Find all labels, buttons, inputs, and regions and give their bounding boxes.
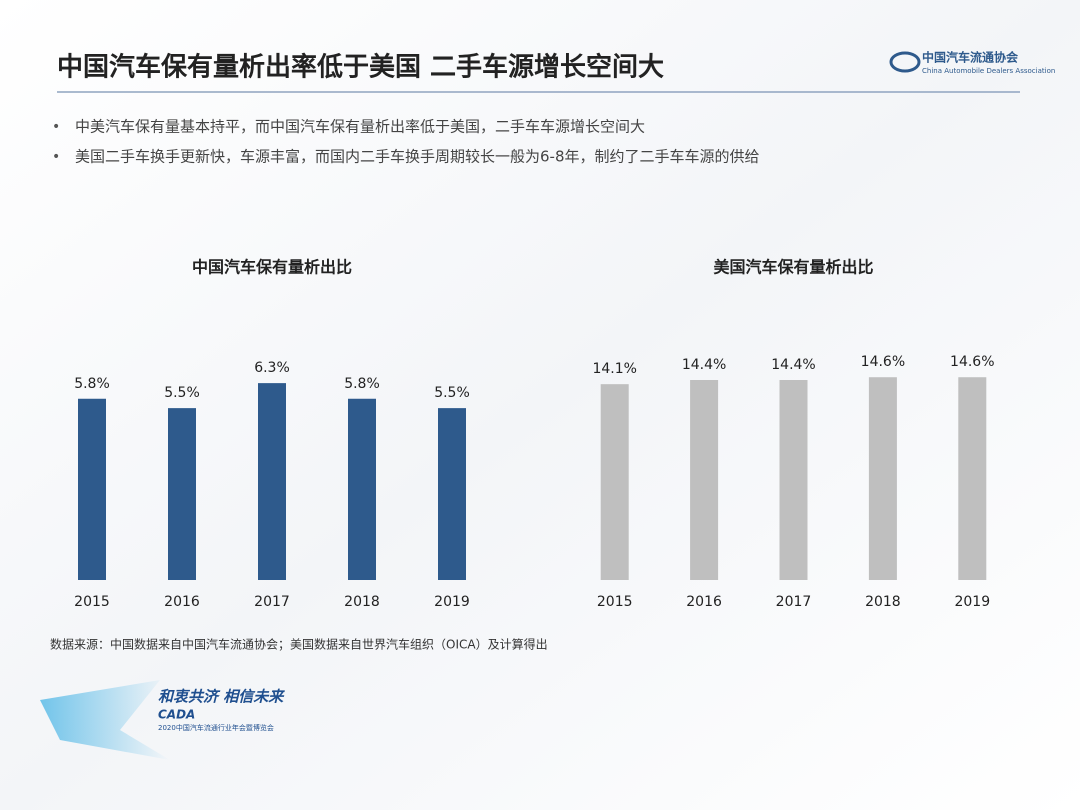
footer-decoration <box>40 680 170 760</box>
chart-title: 美国汽车保有量析出比 <box>713 258 873 277</box>
bar <box>78 398 106 580</box>
x-tick-label: 2018 <box>344 594 380 610</box>
bullet-text: 美国二手车换手更新快，车源丰富，而国内二手车换手周期较长一般为6-8年，制约了二… <box>75 148 760 166</box>
x-tick-label: 2015 <box>597 594 633 610</box>
bar <box>600 384 629 580</box>
bar <box>168 408 196 580</box>
value-label: 5.5% <box>164 385 200 401</box>
bar <box>690 380 719 580</box>
footer-brand: CADA <box>158 708 195 722</box>
bar <box>779 380 808 580</box>
x-tick-label: 2017 <box>254 594 290 610</box>
bar <box>958 377 987 580</box>
value-label: 14.1% <box>592 361 636 377</box>
bullet-dot: • <box>52 119 60 135</box>
bar <box>868 377 897 580</box>
bar <box>258 383 286 580</box>
value-label: 14.4% <box>682 357 726 373</box>
x-tick-label: 2019 <box>434 594 470 610</box>
value-label: 6.3% <box>254 360 290 376</box>
footer-event: 2020中国汽车流通行业年会暨博览会 <box>158 723 274 732</box>
bullet-text: 中美汽车保有量基本持平，而中国汽车保有量析出率低于美国，二手车车源增长空间大 <box>75 118 645 136</box>
logo-icon <box>889 51 921 73</box>
value-label: 5.5% <box>434 385 470 401</box>
x-tick-label: 2019 <box>954 594 990 610</box>
footer-slogan: 和衷共济 相信未来 <box>158 688 285 706</box>
slide-title: 中国汽车保有量析出率低于美国 二手车源增长空间大 <box>57 52 664 83</box>
value-label: 14.6% <box>861 354 905 370</box>
x-tick-label: 2018 <box>865 594 901 610</box>
chart-title: 中国汽车保有量析出比 <box>192 258 352 277</box>
bullet-dot: • <box>52 149 60 165</box>
bar <box>348 398 376 580</box>
x-tick-label: 2016 <box>164 594 200 610</box>
value-label: 14.6% <box>950 354 994 370</box>
x-tick-label: 2017 <box>776 594 812 610</box>
logo-subtext: China Automobile Dealers Association <box>922 67 1055 75</box>
x-tick-label: 2015 <box>74 594 110 610</box>
source-note: 数据来源：中国数据来自中国汽车流通协会；美国数据来自世界汽车组织（OICA）及计… <box>50 637 548 652</box>
value-label: 5.8% <box>344 376 380 392</box>
value-label: 5.8% <box>74 376 110 392</box>
x-tick-label: 2016 <box>686 594 722 610</box>
bar <box>438 408 466 580</box>
value-label: 14.4% <box>771 357 815 373</box>
logo-text: 中国汽车流通协会 <box>922 50 1019 65</box>
